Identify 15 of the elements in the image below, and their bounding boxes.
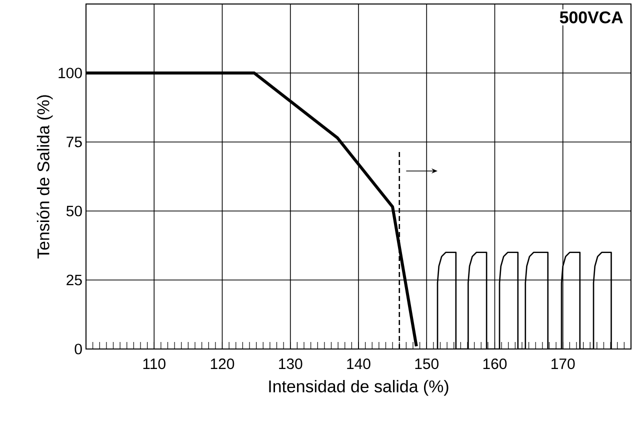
y-tick-label: 50 — [66, 206, 82, 216]
x-tick-label: 160 — [483, 358, 507, 370]
x-tick-label: 140 — [347, 358, 370, 370]
y-axis-title: Tensión de Salida (%) — [36, 95, 53, 258]
x-tick-label: 130 — [279, 358, 302, 370]
x-tick-label: 150 — [415, 358, 438, 370]
annotation: 500VCA — [560, 11, 623, 24]
y-tick-label: 25 — [66, 274, 82, 286]
x-tick-label: 170 — [552, 358, 575, 370]
y-tick-label: 75 — [66, 136, 82, 148]
x-tick-label: 110 — [143, 358, 166, 370]
y-tick-label: 0 — [74, 344, 82, 354]
x-tick-label: 120 — [210, 358, 234, 370]
x-axis-title: Intensidad de salida (%) — [269, 380, 448, 396]
y-tick-label: 100 — [58, 68, 82, 78]
